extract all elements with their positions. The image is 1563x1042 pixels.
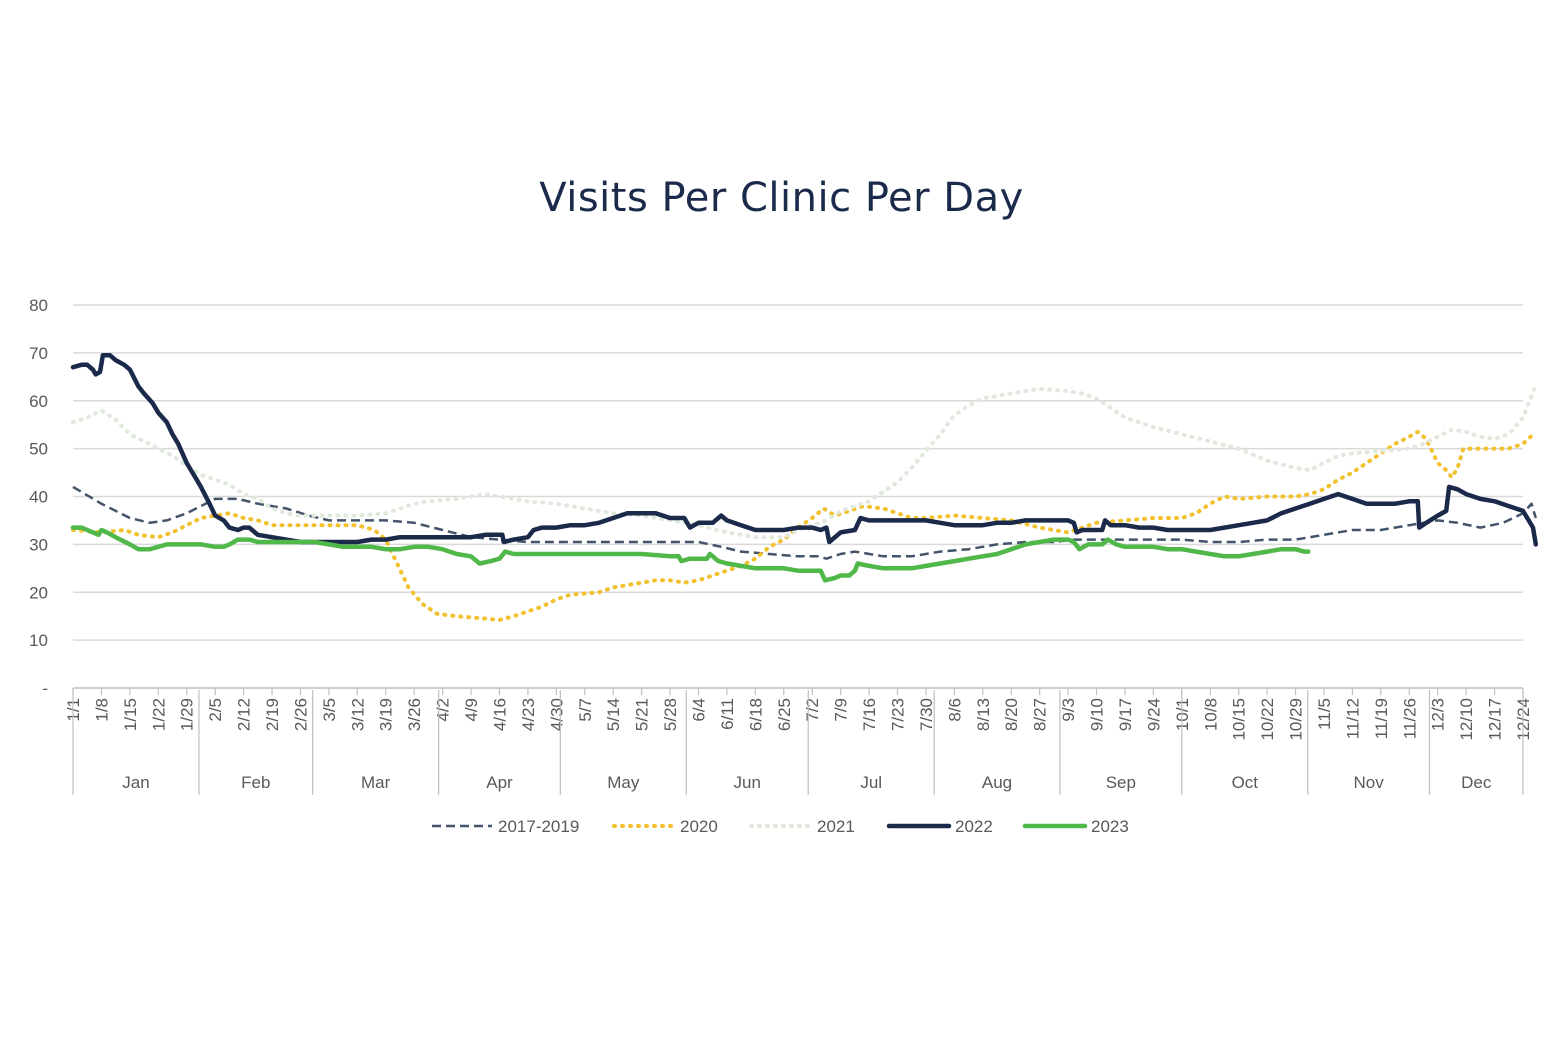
x-tick-label: 7/2 xyxy=(803,698,822,722)
y-tick-label: 70 xyxy=(29,344,48,363)
x-tick-label: 6/11 xyxy=(718,698,737,730)
x-tick-label: 3/5 xyxy=(320,698,339,722)
series-line-2023 xyxy=(70,525,1311,583)
x-tick-label: 2/19 xyxy=(263,698,282,731)
x-tick-label: 1/8 xyxy=(92,698,111,722)
y-tick-label: 60 xyxy=(29,392,48,411)
month-label: Oct xyxy=(1232,773,1259,792)
x-tick-label: 8/20 xyxy=(1002,698,1021,731)
x-tick-label: 6/25 xyxy=(775,698,794,731)
x-tick-label: 2/5 xyxy=(206,698,225,722)
month-label: Jan xyxy=(122,773,149,792)
x-tick-label: 7/16 xyxy=(860,698,879,731)
y-tick-label: 20 xyxy=(29,583,48,602)
x-tick-label: 2/12 xyxy=(235,698,254,731)
legend: 2017-2019 2020 2021 2022 2023 xyxy=(432,817,1129,836)
x-tick-label: 9/17 xyxy=(1116,698,1135,731)
month-label: Jun xyxy=(734,773,761,792)
month-label: Dec xyxy=(1461,773,1492,792)
month-label: Nov xyxy=(1354,773,1385,792)
month-label: Apr xyxy=(486,773,513,792)
x-axis: 1/1 1/8 1/15 1/22 1/29 2/5 2/12 2/19 2/26 3/5 3/12… xyxy=(64,687,1533,795)
month-label: Sep xyxy=(1106,773,1136,792)
chart-title: Visits Per Clinic Per Day xyxy=(539,175,1024,221)
x-tick-label: 8/27 xyxy=(1031,698,1050,731)
month-label: Aug xyxy=(982,773,1012,792)
gridlines xyxy=(73,304,1523,641)
x-tick-label: 4/2 xyxy=(434,698,453,722)
x-tick-label: 10/15 xyxy=(1230,698,1249,741)
x-tick-label: 5/21 xyxy=(633,698,652,731)
series-line-2022 xyxy=(70,353,1539,547)
x-tick-label: 12/3 xyxy=(1429,698,1448,731)
series-line-2017-2019 xyxy=(72,485,1537,560)
x-tick-label: 3/12 xyxy=(348,698,367,731)
x-tick-label: 9/24 xyxy=(1144,698,1163,731)
month-label: May xyxy=(607,773,640,792)
x-tick-label: 9/10 xyxy=(1088,698,1107,731)
legend-label: 2017-2019 xyxy=(498,817,579,836)
series-line-2020 xyxy=(71,429,1538,622)
x-tick-label: 5/14 xyxy=(604,698,623,731)
x-tick-label: 7/23 xyxy=(889,698,908,731)
x-tick-label: 6/4 xyxy=(689,698,708,722)
y-tick-label: 30 xyxy=(29,535,48,554)
x-tick-label: 4/23 xyxy=(519,698,538,731)
month-label: Feb xyxy=(241,773,270,792)
x-tick-label: 4/30 xyxy=(547,698,566,731)
legend-label: 2023 xyxy=(1091,817,1129,836)
legend-label: 2021 xyxy=(817,817,855,836)
legend-label: 2020 xyxy=(680,817,718,836)
x-tick-label: 4/16 xyxy=(490,698,509,731)
x-tick-label: 4/9 xyxy=(462,698,481,722)
x-tick-label: 10/8 xyxy=(1201,698,1220,731)
x-tick-label: 10/29 xyxy=(1287,698,1306,741)
month-label: Jul xyxy=(860,773,882,792)
x-tick-label: 7/30 xyxy=(917,698,936,731)
x-tick-label: 1/29 xyxy=(178,698,197,731)
series-lines xyxy=(70,353,1539,622)
x-tick-label: 7/9 xyxy=(832,698,851,722)
x-tick-label: 1/22 xyxy=(149,698,168,731)
x-tick-label: 11/12 xyxy=(1343,698,1362,739)
x-tick-label: 2/26 xyxy=(291,698,310,731)
x-tick-label: 8/6 xyxy=(945,698,964,722)
y-axis: - 10 20 30 40 50 60 70 80 xyxy=(29,296,48,698)
x-tick-label: 8/13 xyxy=(974,698,993,731)
x-tick-label: 5/28 xyxy=(661,698,680,731)
x-tick-label: 11/5 xyxy=(1315,698,1334,730)
x-tick-label: 9/3 xyxy=(1059,698,1078,722)
x-tick-label: 5/7 xyxy=(576,698,595,722)
x-tick-label: 3/19 xyxy=(377,698,396,731)
y-tick-label: 10 xyxy=(29,631,48,650)
x-tick-label: 11/19 xyxy=(1372,698,1391,739)
y-tick-label: 40 xyxy=(29,488,48,507)
x-tick-label: 12/10 xyxy=(1457,698,1476,741)
x-tick-label: 6/18 xyxy=(746,698,765,731)
y-tick-label: - xyxy=(42,679,48,698)
x-tick-label: 12/17 xyxy=(1486,698,1505,741)
legend-label: 2022 xyxy=(955,817,993,836)
x-tick-label: 10/22 xyxy=(1258,698,1277,741)
month-label: Mar xyxy=(361,773,391,792)
series-line-2021 xyxy=(71,382,1538,540)
y-tick-label: 50 xyxy=(29,440,48,459)
x-tick-label: 3/26 xyxy=(405,698,424,731)
x-tick-label: 1/15 xyxy=(121,698,140,731)
y-tick-label: 80 xyxy=(29,296,48,315)
x-tick-label: 11/26 xyxy=(1400,698,1419,739)
